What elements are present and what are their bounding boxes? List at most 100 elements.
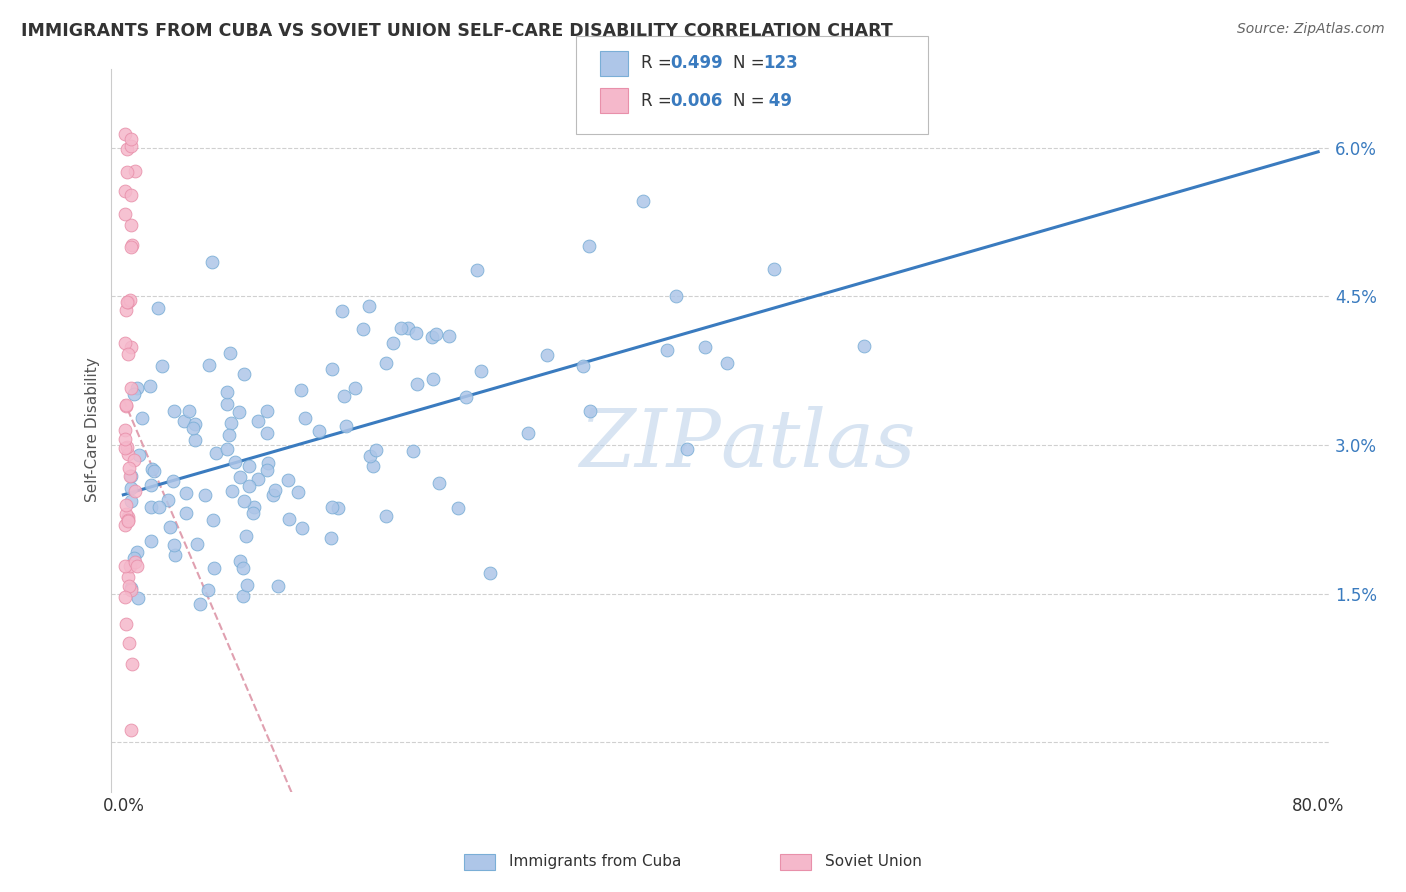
Point [287, 485, 309, 500]
Point [290, 383, 312, 397]
Point [139, 478, 162, 492]
Point [148, 500, 170, 514]
Text: Immigrants from Cuba: Immigrants from Cuba [509, 855, 682, 869]
Point [114, 498, 136, 512]
Point [174, 485, 197, 500]
Point [114, 207, 136, 221]
Point [115, 294, 138, 309]
Point [366, 442, 388, 457]
Point [238, 459, 260, 474]
Point [396, 321, 419, 335]
Point [405, 326, 427, 340]
Point [128, 448, 150, 462]
Point [174, 506, 197, 520]
Point [117, 347, 139, 361]
Point [205, 446, 228, 460]
Text: Source: ZipAtlas.com: Source: ZipAtlas.com [1237, 22, 1385, 37]
Point [763, 261, 786, 276]
Point [120, 218, 142, 232]
Point [124, 483, 146, 498]
Point [114, 590, 136, 604]
Point [124, 555, 146, 569]
Point [117, 513, 139, 527]
Point [120, 340, 142, 354]
Point [236, 578, 259, 592]
Point [229, 554, 252, 568]
Point [425, 327, 447, 342]
Point [148, 301, 170, 316]
Point [357, 299, 380, 313]
Point [263, 483, 285, 497]
Point [186, 536, 208, 550]
Text: R =: R = [641, 54, 678, 72]
Point [406, 376, 429, 391]
Point [127, 591, 149, 606]
Point [114, 558, 136, 573]
Point [194, 488, 217, 502]
Point [118, 559, 141, 574]
Point [114, 433, 136, 447]
Point [202, 513, 225, 527]
Text: 0.499: 0.499 [671, 54, 724, 72]
Text: 123: 123 [763, 54, 799, 72]
Point [114, 398, 136, 412]
Point [375, 356, 398, 370]
Point [229, 470, 252, 484]
Point [578, 239, 600, 253]
Point [184, 434, 207, 448]
Point [517, 426, 540, 441]
Point [121, 657, 143, 672]
Point [117, 514, 139, 528]
Point [184, 417, 207, 432]
Point [163, 404, 186, 418]
Point [228, 405, 250, 419]
Point [159, 520, 181, 534]
Point [117, 294, 139, 309]
Point [374, 508, 396, 523]
Point [243, 500, 266, 514]
Point [114, 127, 136, 141]
Point [114, 423, 136, 437]
Point [389, 321, 412, 335]
Point [716, 355, 738, 369]
Point [202, 561, 225, 575]
Point [120, 581, 142, 595]
Text: 0.006: 0.006 [671, 92, 723, 110]
Point [120, 381, 142, 395]
Point [536, 348, 558, 362]
Point [139, 379, 162, 393]
Point [117, 447, 139, 461]
Point [197, 582, 219, 597]
Point [446, 500, 468, 515]
Point [267, 579, 290, 593]
Point [118, 579, 141, 593]
Point [422, 330, 444, 344]
Text: N =: N = [733, 92, 769, 110]
Point [664, 289, 686, 303]
Point [120, 469, 142, 483]
Point [221, 484, 243, 499]
Point [198, 358, 221, 372]
Point [224, 455, 246, 469]
Point [256, 456, 278, 470]
Point [114, 617, 136, 632]
Point [117, 509, 139, 524]
Y-axis label: Self-Care Disability: Self-Care Disability [86, 358, 100, 502]
Point [121, 237, 143, 252]
Point [115, 165, 138, 179]
Point [117, 570, 139, 584]
Point [361, 458, 384, 473]
Point [217, 442, 239, 456]
Point [139, 500, 162, 514]
Point [256, 463, 278, 477]
Point [127, 559, 149, 574]
Point [333, 389, 356, 403]
Point [402, 443, 425, 458]
Text: IMMIGRANTS FROM CUBA VS SOVIET UNION SELF-CARE DISABILITY CORRELATION CHART: IMMIGRANTS FROM CUBA VS SOVIET UNION SEL… [21, 22, 893, 40]
Point [247, 472, 270, 486]
Point [422, 372, 444, 386]
Point [695, 340, 717, 354]
Point [233, 368, 256, 382]
Point [122, 453, 145, 467]
Point [238, 479, 260, 493]
